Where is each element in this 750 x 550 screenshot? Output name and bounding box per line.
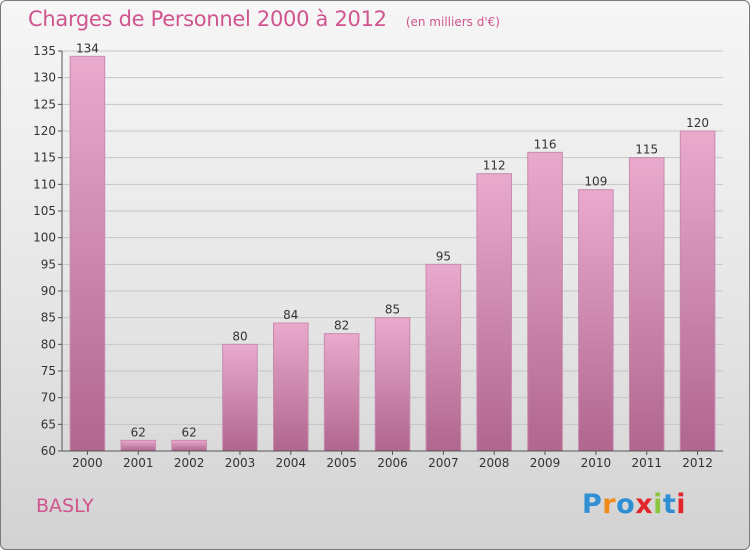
data-label: 116 (534, 137, 557, 151)
logo-letter: o (616, 489, 636, 520)
x-tick-label: 2010 (581, 456, 612, 470)
chart-subtitle: (en milliers d'€) (405, 15, 500, 29)
data-label: 80 (232, 329, 247, 343)
x-tick-label: 2008 (479, 456, 510, 470)
y-tick-label: 125 (33, 97, 56, 111)
x-tick-label: 2002 (174, 456, 205, 470)
bar (171, 439, 207, 452)
data-label: 84 (283, 308, 298, 322)
data-label: 109 (584, 175, 607, 189)
data-label: 95 (436, 249, 451, 263)
y-tick-label: 135 (33, 44, 56, 58)
logo-letter: i (676, 489, 687, 520)
y-tick-label: 60 (41, 444, 56, 458)
y-tick-label: 105 (33, 204, 56, 218)
bar (69, 55, 106, 452)
y-tick-label: 95 (41, 257, 56, 271)
bar (476, 173, 512, 452)
x-tick-label: 2009 (530, 456, 561, 470)
data-label: 62 (181, 425, 196, 439)
x-tick-label: 2012 (682, 456, 713, 470)
logo-letter: P (582, 489, 603, 520)
x-tick-label: 2005 (326, 456, 357, 470)
bar (323, 333, 360, 452)
bar (120, 439, 157, 452)
bar (222, 343, 258, 452)
title-row: Charges de Personnel 2000 à 2012 (en mil… (28, 7, 500, 31)
proxiti-logo: Proxiti (582, 489, 686, 520)
data-label: 112 (483, 159, 506, 173)
x-tick-label: 2007 (428, 456, 459, 470)
bar (578, 189, 614, 452)
x-tick-label: 2004 (276, 456, 307, 470)
x-tick-label: 2000 (72, 456, 103, 470)
x-tick-label: 2011 (631, 456, 662, 470)
logo-letter: r (602, 489, 617, 520)
x-tick-label: 2003 (225, 456, 256, 470)
y-tick-label: 65 (41, 417, 56, 431)
y-tick-label: 100 (33, 231, 56, 245)
bar-chart: 60 65 70 75 80 85 90 95 100 105 110 115 120 125 130 135… (33, 41, 723, 470)
data-label: 134 (76, 41, 99, 55)
y-tick-label: 75 (41, 364, 56, 378)
logo-letter: x (635, 489, 654, 520)
bar (679, 130, 716, 452)
bar (628, 157, 665, 452)
y-tick-label: 115 (33, 151, 56, 165)
y-tick-label: 70 (41, 391, 56, 405)
logo-letter: i (653, 489, 663, 520)
y-tick-label: 110 (33, 177, 56, 191)
chart-title: Charges de Personnel 2000 à 2012 (28, 7, 387, 31)
bar (527, 151, 563, 452)
data-label: 120 (686, 116, 709, 130)
x-tick-label: 2006 (377, 456, 408, 470)
y-tick-label: 80 (41, 337, 56, 351)
data-label: 62 (131, 425, 146, 439)
y-tick-label: 130 (33, 71, 56, 85)
logo-letter: t (662, 489, 677, 520)
data-label: 82 (334, 319, 349, 333)
bar (374, 317, 411, 452)
x-tick-label: 2001 (123, 456, 154, 470)
place-name: BASLY (36, 495, 94, 517)
bar (273, 322, 309, 452)
y-tick-label: 120 (33, 124, 56, 138)
data-label: 85 (385, 303, 400, 317)
y-tick-label: 85 (41, 311, 56, 325)
data-label: 115 (635, 143, 658, 157)
bar (425, 263, 462, 452)
y-tick-label: 90 (41, 284, 56, 298)
